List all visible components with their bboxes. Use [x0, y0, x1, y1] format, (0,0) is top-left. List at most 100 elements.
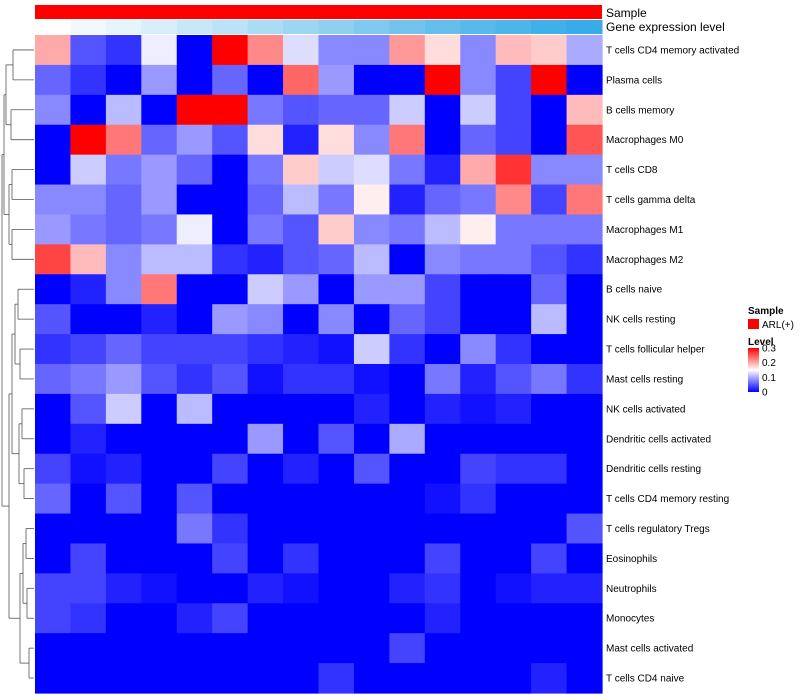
- heatmap-cell: [460, 64, 497, 96]
- heatmap-cell: [495, 304, 532, 335]
- heatmap-cell: [70, 214, 107, 245]
- row-label: NK cells activated: [606, 404, 685, 415]
- heatmap-cell: [141, 483, 178, 515]
- heatmap-cell: [353, 334, 390, 365]
- heatmap-cell: [353, 94, 390, 126]
- heatmap-cell: [318, 573, 355, 604]
- heatmap-cell: [424, 364, 461, 395]
- heatmap-cell: [35, 513, 72, 545]
- heatmap-cell: [318, 274, 355, 305]
- heatmap-cell: [460, 154, 497, 186]
- heatmap-cell: [318, 334, 355, 365]
- heatmap-cell: [35, 304, 72, 335]
- heatmap-cell: [212, 483, 249, 515]
- heatmap-cell: [105, 663, 142, 694]
- row-label: B cells naive: [606, 285, 663, 296]
- heatmap-cell: [141, 573, 178, 604]
- row-label: T cells gamma delta: [606, 195, 696, 206]
- heatmap-cell: [389, 483, 426, 515]
- heatmap-cell: [495, 214, 532, 245]
- heatmap-cell: [495, 64, 532, 96]
- heatmap-cell: [353, 64, 390, 96]
- heatmap-cell: [460, 334, 497, 365]
- heatmap-cell: [424, 453, 461, 485]
- heatmap-cell: [70, 154, 107, 186]
- heatmap-cell: [353, 154, 390, 186]
- heatmap-cell: [176, 483, 213, 515]
- heatmap-cell: [212, 35, 249, 66]
- gene-expression-annotation-track: [35, 20, 603, 34]
- heatmap-cell: [35, 94, 72, 126]
- expression-annotation-cell: [495, 20, 532, 34]
- heatmap-cell: [424, 214, 461, 245]
- heatmap-cell: [318, 603, 355, 634]
- legend-level-title: Level: [748, 337, 774, 348]
- heatmap-cell: [318, 154, 355, 186]
- heatmap-cell: [566, 633, 603, 664]
- heatmap-cell: [247, 573, 284, 604]
- heatmap-cell: [495, 184, 532, 216]
- heatmap-cell: [318, 423, 355, 455]
- heatmap-cell: [495, 35, 532, 66]
- heatmap-cell: [176, 603, 213, 634]
- heatmap-cell: [105, 304, 142, 335]
- row-label: B cells memory: [606, 105, 674, 116]
- heatmap-cell: [247, 304, 284, 335]
- heatmap-cell: [283, 124, 320, 156]
- heatmap-cell: [105, 543, 142, 574]
- heatmap-cell: [531, 274, 568, 305]
- heatmap-cell: [389, 334, 426, 365]
- heatmap-cell: [141, 154, 178, 186]
- heatmap-cell: [35, 334, 72, 365]
- heatmap-cell: [247, 334, 284, 365]
- heatmap-cell: [141, 94, 178, 126]
- heatmap-cell: [353, 423, 390, 455]
- heatmap-cell: [212, 513, 249, 545]
- heatmap-cell: [212, 124, 249, 156]
- heatmap-cell: [424, 184, 461, 216]
- heatmap-cell: [105, 573, 142, 604]
- heatmap-cell: [176, 633, 213, 664]
- heatmap-cell: [318, 543, 355, 574]
- heatmap-cell: [141, 663, 178, 694]
- heatmap-cell: [35, 244, 72, 275]
- heatmap-cell: [176, 423, 213, 455]
- heatmap-cell: [247, 483, 284, 515]
- heatmap-cell: [318, 483, 355, 515]
- expression-annotation-cell: [283, 20, 319, 34]
- heatmap-cell: [247, 603, 284, 634]
- sample-track-label: Sample: [606, 6, 647, 20]
- heatmap-cell: [318, 124, 355, 156]
- expression-annotation-cell: [531, 20, 568, 34]
- heatmap-cell: [495, 154, 532, 186]
- expression-annotation-cell: [247, 20, 284, 34]
- heatmap-cell: [318, 364, 355, 395]
- heatmap-cell: [35, 633, 72, 664]
- heatmap-cell: [35, 573, 72, 604]
- heatmap-cell: [70, 393, 107, 425]
- heatmap-cell: [318, 453, 355, 485]
- heatmap-cell: [531, 304, 568, 335]
- heatmap-cell: [566, 214, 603, 245]
- expression-annotation-cell: [389, 20, 426, 34]
- heatmap-cell: [318, 393, 355, 425]
- heatmap-cell: [105, 94, 142, 126]
- heatmap-cell: [176, 94, 213, 126]
- heatmap-cell: [141, 304, 178, 335]
- heatmap-cell: [176, 154, 213, 186]
- heatmap-cell: [212, 364, 249, 395]
- heatmap-cell: [35, 274, 72, 305]
- heatmap-cell: [35, 483, 72, 515]
- row-label: Macrophages M1: [606, 225, 684, 236]
- heatmap-cell: [424, 94, 461, 126]
- heatmap-cell: [389, 64, 426, 96]
- heatmap-cell: [460, 543, 497, 574]
- heatmap-cell: [212, 423, 249, 455]
- heatmap-cell: [460, 453, 497, 485]
- heatmap-cell: [424, 573, 461, 604]
- heatmap-cell: [176, 304, 213, 335]
- heatmap-cell: [283, 573, 320, 604]
- heatmap-cell: [495, 423, 532, 455]
- heatmap-cell: [424, 513, 461, 545]
- heatmap-cell: [35, 124, 72, 156]
